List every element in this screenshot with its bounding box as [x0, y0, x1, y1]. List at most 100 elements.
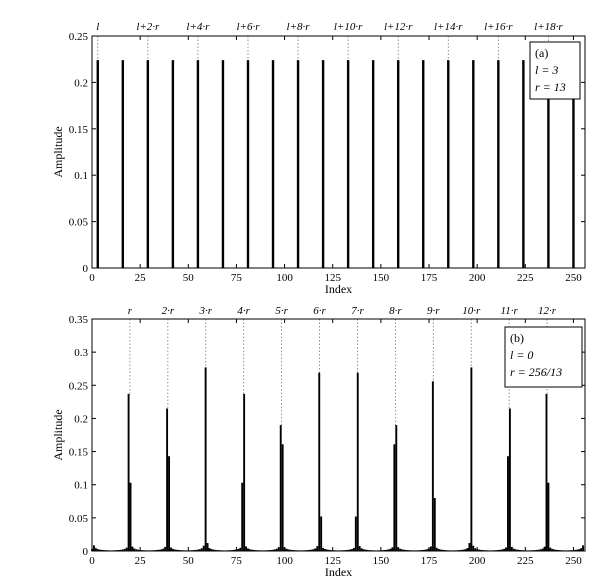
bar	[131, 546, 134, 551]
x-tick-label: 100	[276, 272, 293, 284]
bar	[541, 548, 544, 551]
y-tick-label: 0	[83, 263, 89, 275]
bar	[168, 456, 170, 551]
bar	[320, 516, 323, 551]
panel-b-ticks: 0 25 50 75 100 125 150 175 200 225 250 0 0.05 0.1 0.15…	[69, 314, 585, 567]
bar	[237, 548, 240, 551]
bar	[250, 549, 253, 551]
x-tick-label: 175	[421, 555, 438, 567]
bar	[539, 549, 542, 551]
bar	[310, 549, 313, 551]
bar	[100, 549, 103, 551]
x-tick-label: 200	[469, 272, 486, 284]
bar	[208, 548, 211, 551]
bar	[439, 549, 442, 551]
y-tick-label: 0.1	[74, 480, 88, 492]
top-label: l+18·r	[534, 21, 563, 33]
x-tick-label: 50	[183, 555, 195, 567]
bar	[508, 408, 511, 551]
top-label: 8·r	[389, 305, 402, 317]
panel-b-legend: (b) l = 0 r = 256/13	[504, 326, 583, 388]
panel-b-legend-box	[504, 326, 583, 388]
bar	[275, 548, 278, 551]
bar	[247, 548, 249, 551]
bar	[572, 60, 575, 269]
bar	[173, 549, 176, 551]
bar	[243, 393, 246, 551]
bar	[426, 549, 429, 551]
bar	[346, 60, 350, 269]
y-tick-label: 0.05	[69, 513, 89, 525]
bar	[347, 549, 350, 551]
bar	[316, 546, 319, 551]
bar	[472, 60, 475, 269]
bar	[119, 549, 122, 551]
bar	[433, 497, 436, 551]
x-tick-label: 75	[231, 555, 243, 567]
bar	[327, 549, 330, 551]
bar	[314, 548, 317, 551]
bar	[514, 549, 517, 551]
bar	[135, 549, 138, 551]
bar	[170, 547, 172, 551]
x-tick-label: 225	[517, 272, 534, 284]
bar	[287, 549, 290, 551]
bar	[351, 549, 353, 551]
bar	[271, 60, 275, 269]
bar	[499, 549, 502, 551]
bar	[466, 548, 469, 551]
bar	[246, 60, 250, 269]
bar	[285, 548, 288, 551]
x-tick-label: 150	[373, 555, 390, 567]
bar	[383, 549, 386, 551]
bar	[497, 549, 500, 551]
bar	[289, 549, 292, 551]
top-label: 5·r	[275, 305, 288, 317]
top-label: l+10·r	[334, 21, 363, 33]
bar	[129, 482, 132, 551]
bar	[291, 549, 294, 551]
bar	[371, 60, 375, 269]
top-label: l+16·r	[484, 21, 513, 33]
bar	[387, 549, 390, 551]
bar	[166, 408, 169, 551]
panel-a-legend-line: (a)	[535, 46, 548, 60]
panel-a-top-labels: l l+2·r l+4·r l+6·r l+8·r l+10·r l+12·r l+14·r l…	[96, 21, 563, 33]
bar	[318, 372, 321, 551]
panel-b-y-axis-label: Amplitude	[51, 409, 65, 460]
panel-a-legend-box	[529, 41, 581, 100]
bar	[96, 549, 99, 551]
top-label: l+14·r	[434, 21, 463, 33]
top-label: l	[96, 21, 99, 33]
bar	[503, 548, 506, 551]
bar	[177, 549, 180, 551]
panel-a-x-axis-label: Index	[325, 282, 352, 296]
top-label: 6·r	[313, 305, 326, 317]
panel-b-top-labels: r 2·r 3·r 4·r 5·r 6·r 7·r 8·r 9·r 10·r 11·r 12·r	[128, 305, 557, 317]
bar	[160, 549, 163, 551]
bar	[358, 546, 361, 551]
bar	[162, 548, 165, 551]
panel-b-bars	[91, 367, 585, 551]
bar	[545, 393, 548, 551]
top-label: l+12·r	[384, 21, 413, 33]
bar	[460, 549, 463, 551]
bar	[578, 549, 581, 551]
bar	[518, 549, 521, 551]
bar	[158, 549, 161, 551]
bar	[206, 543, 209, 551]
top-label: 4·r	[237, 305, 250, 317]
bar	[522, 60, 525, 269]
bar	[252, 549, 255, 551]
bar	[435, 547, 438, 551]
y-tick-label: 0.25	[69, 380, 89, 392]
bar	[385, 549, 388, 551]
bar	[146, 60, 150, 269]
bar	[239, 547, 242, 551]
bar	[156, 549, 159, 551]
bar	[391, 547, 394, 551]
x-tick-label: 250	[565, 555, 582, 567]
panel-b-chart: 0 25 50 75 100 125 150 175 200 225 250 0 0.05 0.1 0.15…	[51, 305, 586, 579]
x-tick-label: 225	[517, 555, 534, 567]
